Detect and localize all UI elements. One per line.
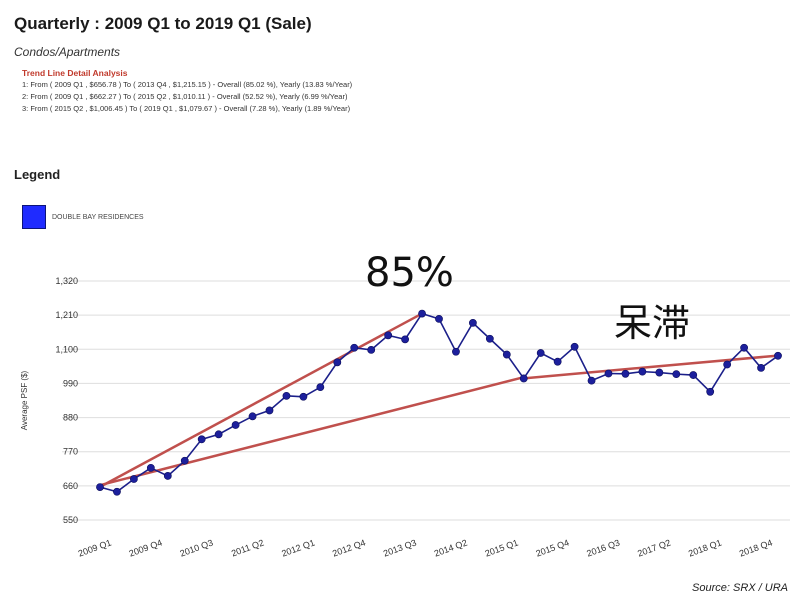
x-tick-label: 2010 Q3	[179, 537, 215, 558]
x-tick-label: 2015 Q1	[484, 537, 520, 558]
trend-line	[99, 312, 423, 488]
x-tick-label: 2011 Q2	[230, 537, 265, 558]
x-tick-label: 2015 Q4	[534, 537, 570, 558]
data-point	[367, 346, 376, 354]
trend-line-3: 3: From ( 2015 Q2 , $1,006.45 ) To ( 201…	[22, 104, 351, 113]
y-axis-label: Average PSF ($)	[20, 370, 29, 430]
data-point	[536, 349, 545, 357]
legend-item[interactable]: DOUBLE BAY RESIDENCES	[22, 205, 144, 229]
y-tick-label: 1,100	[55, 344, 78, 354]
data-point	[146, 463, 155, 472]
chart-subtitle: Condos/Apartments	[14, 45, 121, 59]
data-point	[519, 374, 528, 383]
data-point	[265, 406, 274, 415]
data-point	[689, 371, 698, 379]
y-tick-label: 660	[63, 481, 78, 491]
data-point	[723, 360, 732, 369]
data-point	[502, 350, 511, 359]
y-tick-label: 1,320	[55, 276, 78, 286]
x-tick-label: 2017 Q2	[636, 537, 672, 558]
annotation-stagnant: 呆滞	[614, 301, 691, 345]
data-point	[706, 387, 715, 396]
data-point	[604, 369, 613, 378]
y-tick-label: 550	[63, 515, 78, 525]
data-point	[468, 319, 477, 327]
data-point	[197, 435, 206, 444]
data-point	[587, 376, 596, 385]
legend-label: DOUBLE BAY RESIDENCES	[52, 213, 144, 221]
data-point	[570, 342, 579, 351]
annotation-rise: 85%	[365, 250, 454, 296]
trend-line	[523, 354, 779, 380]
data-point	[299, 392, 308, 401]
data-point	[333, 358, 342, 367]
data-point	[757, 364, 765, 372]
trend-line-2: 2: From ( 2009 Q1 , $662.27 ) To ( 2015 …	[22, 92, 348, 101]
x-tick-label: 2014 Q2	[433, 537, 469, 558]
x-tick-label: 2016 Q3	[585, 537, 621, 558]
data-point	[452, 347, 460, 356]
legend-title: Legend	[14, 167, 61, 182]
data-point	[774, 351, 782, 360]
y-tick-label: 880	[63, 413, 78, 423]
data-point	[350, 343, 359, 352]
y-tick-label: 770	[63, 447, 78, 457]
data-point	[214, 430, 223, 439]
x-tick-label: 2018 Q4	[738, 537, 774, 558]
data-point	[672, 370, 681, 379]
data-point	[113, 487, 121, 496]
x-tick-label: 2009 Q4	[128, 537, 164, 558]
data-point	[740, 343, 748, 352]
data-point	[180, 456, 189, 465]
data-point	[638, 367, 647, 376]
data-point	[163, 472, 172, 480]
data-point	[553, 357, 562, 366]
y-tick-label: 1,210	[55, 310, 78, 320]
x-tick-label: 2009 Q1	[77, 537, 113, 558]
y-tick-label: 990	[63, 378, 78, 388]
chart-title: Quarterly : 2009 Q1 to 2019 Q1 (Sale)	[14, 14, 312, 33]
trend-line-1: 1: From ( 2009 Q1 , $656.78 ) To ( 2013 …	[22, 80, 353, 89]
data-point	[485, 334, 494, 343]
x-tick-label: 2012 Q1	[280, 537, 316, 558]
source-note: Source: SRX / URA	[692, 582, 788, 594]
data-point	[418, 309, 426, 318]
data-point	[231, 421, 240, 429]
data-point	[96, 483, 104, 491]
x-tick-label: 2018 Q1	[687, 537, 723, 558]
trend-heading: Trend Line Detail Analysis	[22, 68, 128, 78]
data-point	[401, 335, 409, 344]
data-point	[316, 383, 325, 392]
data-point	[621, 369, 630, 378]
data-point	[282, 391, 291, 400]
data-point	[129, 475, 138, 483]
trend-line	[99, 375, 525, 487]
data-point	[435, 314, 443, 323]
legend-swatch	[22, 205, 46, 229]
x-tick-label: 2012 Q4	[331, 537, 367, 558]
x-tick-label: 2013 Q3	[382, 537, 418, 558]
data-point	[248, 412, 257, 421]
trend-analysis: Trend Line Detail Analysis 1: From ( 200…	[22, 67, 352, 115]
data-point	[384, 331, 393, 340]
data-point	[655, 368, 664, 377]
